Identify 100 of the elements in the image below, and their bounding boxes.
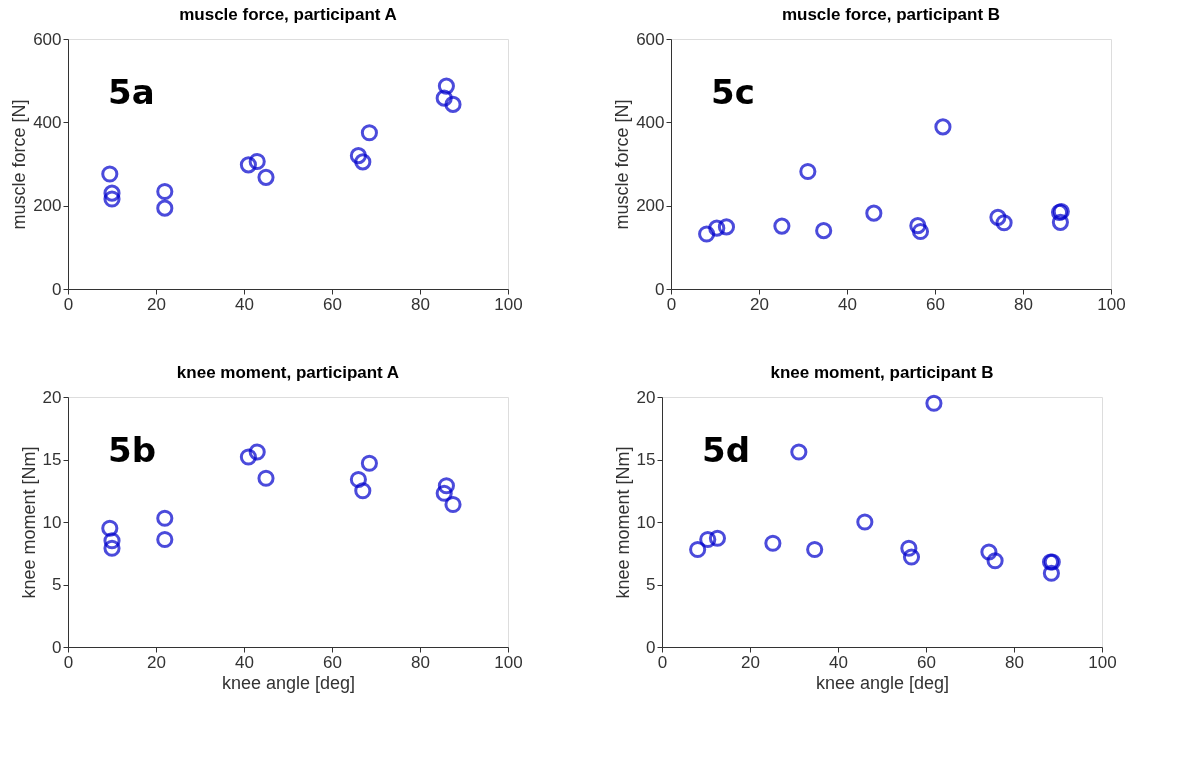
point: [1042, 564, 1060, 582]
point: [239, 156, 257, 174]
point: [349, 470, 367, 489]
point: [909, 217, 927, 235]
x-tick-label: 40: [235, 652, 254, 672]
annotation: 5b: [108, 430, 156, 470]
y-tick-label: 600: [636, 29, 665, 49]
point: [698, 225, 716, 243]
x-tick-label: 60: [926, 294, 945, 314]
y-tick-label: 20: [636, 387, 656, 407]
point: [925, 394, 943, 412]
point: [708, 529, 727, 547]
y-tick-label: 200: [636, 196, 665, 216]
x-tick-label: 20: [147, 652, 166, 672]
y-tick-label: 400: [636, 112, 665, 132]
y-tick-label: 20: [42, 387, 62, 407]
point: [101, 165, 119, 183]
point: [354, 153, 372, 171]
point: [103, 532, 121, 550]
point: [360, 124, 378, 142]
point: [773, 217, 791, 235]
x-tick-label: 60: [323, 652, 342, 672]
x-axis-title: knee angle [deg]: [221, 672, 356, 693]
x-tick-label: 80: [411, 294, 430, 314]
point: [248, 443, 266, 461]
annotation: 5a: [108, 72, 155, 112]
chart-title: knee moment, participant A: [176, 363, 400, 382]
point: [806, 540, 824, 559]
point: [437, 77, 455, 95]
point: [435, 89, 453, 107]
x-tick-label: 100: [494, 652, 523, 672]
y-tick-label: 400: [33, 112, 62, 132]
point: [902, 548, 921, 566]
x-tick-label: 20: [147, 294, 166, 314]
y-tick-label: 200: [33, 196, 62, 216]
annotation: 5c: [711, 72, 755, 112]
y-tick-label: 0: [52, 279, 62, 299]
point: [360, 454, 378, 472]
x-tick-label: 40: [235, 294, 254, 314]
point: [101, 519, 119, 537]
point: [1051, 213, 1069, 231]
point: [790, 443, 808, 461]
point: [257, 469, 275, 487]
point: [444, 495, 462, 514]
y-axis-title: muscle force [N]: [612, 99, 633, 230]
y-tick-label: 5: [52, 575, 62, 594]
point: [815, 222, 833, 240]
point: [239, 448, 257, 466]
x-tick-label: 20: [750, 294, 769, 314]
point: [349, 147, 367, 165]
chart-title: knee moment, participant B: [770, 363, 994, 382]
point: [865, 204, 883, 222]
point: [934, 118, 952, 136]
x-tick-label: 100: [1088, 652, 1117, 672]
point: [717, 218, 736, 236]
point: [764, 534, 782, 552]
y-tick-label: 600: [33, 29, 62, 49]
y-tick-label: 15: [636, 450, 656, 469]
point: [156, 182, 174, 201]
y-tick-label: 10: [636, 512, 656, 532]
x-tick-label: 80: [1005, 652, 1024, 672]
point: [856, 513, 874, 531]
point: [103, 184, 121, 202]
point: [444, 95, 462, 113]
chart-title: muscle force, participant B: [781, 5, 1001, 24]
point: [986, 552, 1004, 570]
point: [248, 152, 266, 171]
y-axis-title: knee moment [Nm]: [18, 446, 39, 599]
point: [689, 540, 707, 559]
y-tick-label: 10: [42, 512, 62, 532]
y-axis-title: knee moment [Nm]: [612, 446, 633, 599]
x-tick-label: 40: [829, 652, 848, 672]
x-tick-label: 40: [838, 294, 857, 314]
y-tick-label: 0: [646, 637, 656, 657]
point: [980, 543, 998, 561]
x-axis-title: knee angle [deg]: [815, 672, 950, 693]
y-tick-label: 15: [42, 450, 62, 469]
y-axis-title: muscle force [N]: [9, 99, 30, 230]
point: [911, 222, 930, 241]
point: [799, 162, 817, 181]
x-tick-label: 60: [917, 652, 936, 672]
x-tick-label: 60: [323, 294, 342, 314]
y-tick-label: 0: [52, 637, 62, 657]
y-tick-label: 0: [655, 279, 665, 299]
point: [699, 530, 717, 549]
x-tick-label: 20: [741, 652, 760, 672]
point: [156, 199, 174, 217]
x-tick-label: 100: [494, 294, 523, 314]
chart-title: muscle force, participant A: [179, 5, 397, 24]
point: [354, 482, 372, 500]
x-tick-label: 80: [411, 652, 430, 672]
annotation: 5d: [702, 430, 750, 470]
point: [257, 168, 275, 186]
point: [989, 208, 1007, 226]
y-tick-label: 5: [646, 575, 656, 594]
point: [156, 509, 174, 527]
point: [995, 214, 1013, 232]
point: [708, 219, 726, 237]
point: [437, 477, 455, 495]
x-tick-label: 80: [1014, 294, 1033, 314]
